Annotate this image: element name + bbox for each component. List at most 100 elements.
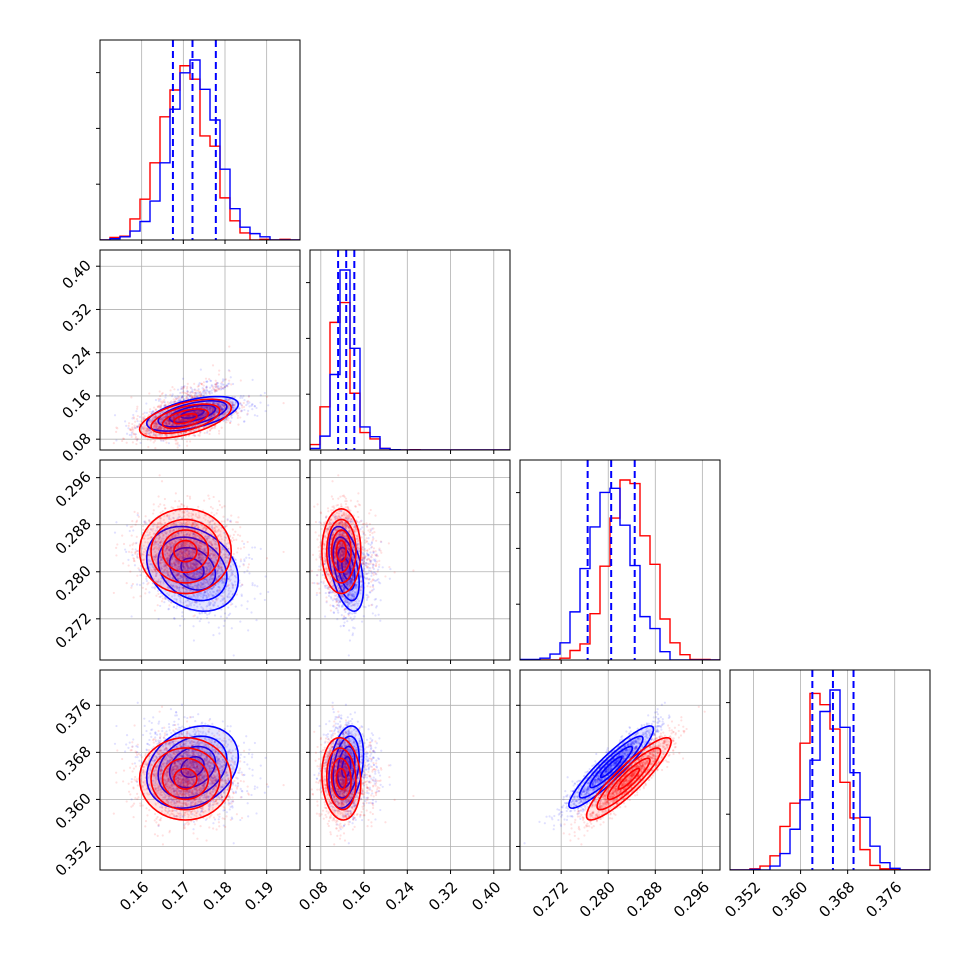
sample-point (167, 442, 171, 445)
sample-point (250, 557, 254, 561)
sample-point (129, 428, 132, 431)
sample-point (173, 423, 176, 427)
sample-point (175, 397, 178, 400)
sample-point (171, 415, 174, 419)
sample-point (231, 403, 234, 406)
sample-point (195, 393, 198, 396)
sample-point (209, 406, 213, 409)
sample-point (141, 412, 145, 416)
sample-point (230, 627, 233, 630)
sample-point (188, 422, 191, 425)
sample-point (185, 415, 189, 418)
sample-point (246, 600, 249, 603)
sample-point (239, 620, 242, 623)
sample-point (193, 421, 196, 424)
sample-point (199, 617, 203, 620)
sample-point (136, 420, 139, 423)
sample-point (187, 414, 190, 418)
histogram-step (100, 65, 300, 240)
sample-point (152, 432, 155, 435)
sample-point (229, 420, 232, 423)
sample-point (228, 400, 232, 404)
sample-point (125, 441, 128, 444)
sample-point (202, 391, 205, 394)
sample-point (186, 390, 189, 393)
sample-point (193, 394, 196, 397)
sample-point (222, 624, 225, 628)
sample-point (198, 416, 201, 419)
sample-point (170, 395, 174, 398)
sample-point (189, 411, 193, 414)
y-tick-label: 0.24 (58, 343, 94, 379)
sample-point (167, 413, 170, 416)
sample-point (206, 616, 209, 619)
sample-point (246, 413, 249, 416)
sample-point (250, 403, 254, 406)
sample-point (207, 408, 210, 411)
sample-point (180, 395, 183, 398)
sample-point (203, 406, 206, 410)
sample-point (216, 417, 219, 421)
sample-point (132, 413, 135, 417)
sample-point (208, 407, 211, 410)
sample-point (207, 405, 210, 408)
sample-point (154, 415, 157, 418)
sample-point (179, 399, 182, 402)
sample-point (189, 414, 192, 417)
sample-point (143, 411, 146, 414)
sample-point (158, 433, 161, 436)
sample-point (168, 600, 171, 603)
sample-point (177, 424, 181, 427)
sample-point (181, 615, 184, 618)
sample-point (164, 393, 167, 396)
sample-point (113, 531, 117, 534)
sample-point (154, 408, 158, 411)
sample-point (217, 385, 220, 388)
sample-point (197, 405, 200, 409)
sample-point (192, 434, 195, 437)
sample-point (203, 405, 206, 408)
sample-point (208, 410, 212, 413)
sample-point (165, 435, 168, 438)
sample-point (163, 601, 166, 604)
sample-point (203, 392, 206, 396)
sample-point (199, 368, 202, 371)
sample-point (130, 433, 133, 437)
sample-point (163, 416, 166, 419)
sample-point (231, 401, 235, 405)
sample-point (230, 383, 233, 386)
sample-point (208, 409, 211, 412)
sample-point (170, 411, 173, 415)
sample-point (207, 408, 210, 411)
sample-point (219, 405, 222, 408)
sample-point (181, 387, 184, 390)
sample-point (136, 405, 139, 408)
sample-point (164, 428, 167, 431)
sample-point (227, 382, 230, 385)
sample-point (168, 423, 171, 426)
sample-point (197, 411, 200, 415)
sample-point (242, 394, 245, 398)
sample-point (228, 398, 231, 401)
sample-point (141, 427, 145, 430)
sample-point (220, 409, 223, 412)
sample-point (147, 432, 151, 435)
sample-point (251, 546, 254, 549)
sample-point (194, 410, 197, 413)
sample-point (148, 591, 151, 594)
sample-point (176, 437, 179, 440)
sample-point (213, 401, 217, 405)
sample-point (197, 416, 200, 419)
sample-point (157, 617, 160, 621)
sample-point (191, 391, 195, 394)
sample-point (228, 345, 231, 348)
sample-point (219, 404, 223, 407)
sample-point (211, 409, 214, 412)
sample-point (203, 431, 206, 435)
sample-point (186, 444, 189, 447)
sample-point (135, 425, 139, 428)
sample-point (234, 401, 237, 405)
sample-point (157, 592, 160, 595)
sample-point (226, 410, 229, 414)
